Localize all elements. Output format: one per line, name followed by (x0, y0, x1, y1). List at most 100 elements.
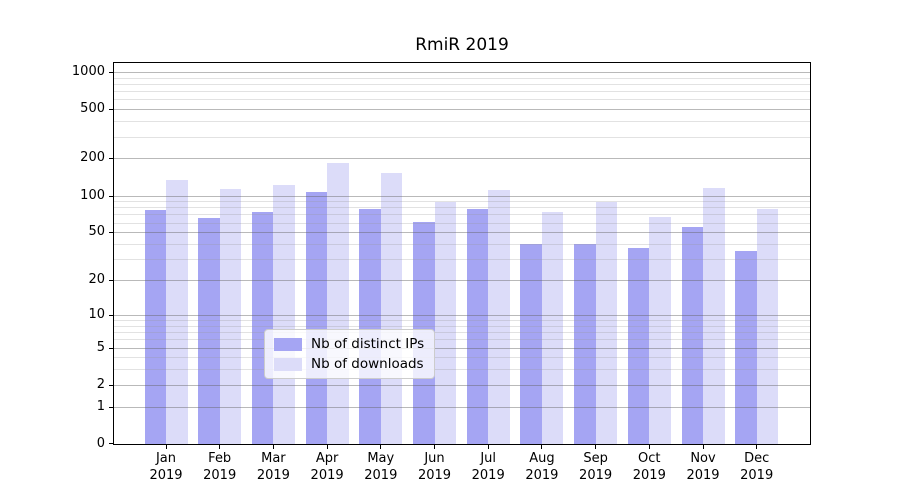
y-gridline-minor (114, 214, 810, 216)
y-tick-label: 100 (80, 187, 105, 203)
bar-downloads (273, 185, 295, 444)
y-gridline-minor (114, 121, 810, 123)
bar-distinct-ips (735, 251, 757, 444)
x-tick (648, 445, 650, 449)
y-gridline-minor (114, 325, 810, 327)
x-tick-label: Feb 2019 (188, 450, 252, 484)
y-gridline-major (114, 280, 810, 281)
x-tick (541, 445, 543, 449)
x-tick-label: Dec 2019 (725, 450, 789, 484)
bar-distinct-ips (359, 208, 381, 444)
x-tick-year: 2019 (686, 468, 720, 483)
y-gridline-major (114, 347, 810, 349)
legend: Nb of distinct IPs Nb of downloads (264, 329, 436, 379)
y-gridline-minor (114, 83, 810, 85)
legend-entry-downloads: Nb of downloads (274, 356, 424, 372)
x-tick-label: Sep 2019 (564, 450, 628, 484)
y-tick-label: 5 (96, 339, 105, 355)
y-tick (109, 347, 113, 349)
x-tick-year: 2019 (471, 468, 505, 483)
y-tick (109, 232, 113, 234)
y-gridline-major (114, 71, 810, 73)
bar-distinct-ips (627, 248, 650, 444)
x-tick (219, 445, 221, 449)
x-tick-month: Jul (480, 451, 497, 466)
x-tick-month: Jun (424, 451, 445, 466)
y-gridline-minor (114, 99, 810, 101)
bar-distinct-ips (144, 210, 166, 444)
x-tick-year: 2019 (525, 468, 559, 483)
x-tick (595, 445, 597, 449)
bar-downloads (219, 188, 242, 444)
y-tick-label: 2 (96, 376, 105, 392)
y-gridline-major (114, 158, 810, 160)
x-tick-month: Aug (529, 451, 555, 466)
x-tick-label: Jul 2019 (456, 450, 520, 484)
y-tick (109, 384, 113, 386)
y-gridline-minor (114, 77, 810, 79)
x-tick-month: Oct (638, 451, 661, 466)
x-tick (165, 445, 167, 449)
chart-title: RmiR 2019 (415, 35, 509, 55)
y-gridline-minor (114, 207, 810, 209)
x-tick-month: Nov (690, 451, 716, 466)
x-tick-year: 2019 (310, 468, 344, 483)
y-tick-label: 50 (88, 224, 105, 240)
y-gridline-minor (114, 369, 810, 371)
x-tick-label: Oct 2019 (617, 450, 681, 484)
y-tick (109, 406, 113, 408)
y-tick-label: 0 (96, 436, 105, 451)
x-tick-year: 2019 (203, 468, 237, 483)
x-tick (702, 445, 704, 449)
x-tick-month: Jan (155, 451, 177, 466)
x-tick-label: Mar 2019 (241, 450, 305, 484)
x-tick-label: Aug 2019 (510, 450, 574, 484)
y-gridline-minor (114, 222, 810, 224)
y-gridline-major (114, 314, 810, 316)
legend-entry-distinct-ips: Nb of distinct IPs (274, 336, 424, 352)
y-tick (109, 443, 113, 444)
x-tick (326, 445, 328, 449)
legend-swatch-distinct-ips-icon (274, 337, 302, 351)
x-tick (434, 445, 435, 449)
x-tick-label: Jun 2019 (403, 450, 467, 484)
y-gridline-minor (114, 259, 810, 261)
bar-downloads (703, 188, 725, 444)
x-tick (272, 445, 274, 449)
y-gridline-major (114, 406, 810, 408)
bar-downloads (166, 179, 188, 444)
x-tick (487, 445, 489, 449)
y-tick-label: 200 (80, 150, 105, 166)
bar-downloads (327, 163, 349, 444)
y-gridline-major (114, 384, 810, 386)
bar-distinct-ips (305, 191, 328, 444)
bar-downloads (595, 201, 618, 444)
x-tick-month: Sep (583, 451, 608, 466)
y-tick (109, 158, 113, 160)
y-gridline-minor (114, 244, 810, 245)
y-gridline-minor (114, 201, 810, 203)
y-tick-label: 500 (80, 101, 105, 117)
x-tick-month: May (367, 451, 395, 466)
bar-distinct-ips (681, 227, 703, 444)
y-tick-label: 10 (88, 306, 105, 322)
y-gridline-major (114, 195, 810, 197)
y-tick (109, 280, 113, 281)
bar-distinct-ips (520, 244, 542, 444)
y-tick (109, 71, 113, 73)
y-gridline-minor (114, 136, 810, 138)
x-tick-month: Feb (208, 451, 232, 466)
bar-distinct-ips (198, 217, 220, 444)
bar-distinct-ips (574, 244, 596, 444)
y-gridline-minor (114, 320, 810, 321)
x-tick-label: Nov 2019 (671, 450, 735, 484)
x-tick-month: Mar (261, 451, 286, 466)
y-gridline-major (114, 232, 810, 234)
x-tick-month: Apr (315, 451, 339, 466)
y-gridline-minor (114, 332, 810, 333)
bar-downloads (434, 201, 456, 444)
legend-swatch-downloads-icon (274, 357, 302, 371)
y-tick-label: 1 (96, 398, 105, 414)
bar-downloads (756, 209, 779, 444)
